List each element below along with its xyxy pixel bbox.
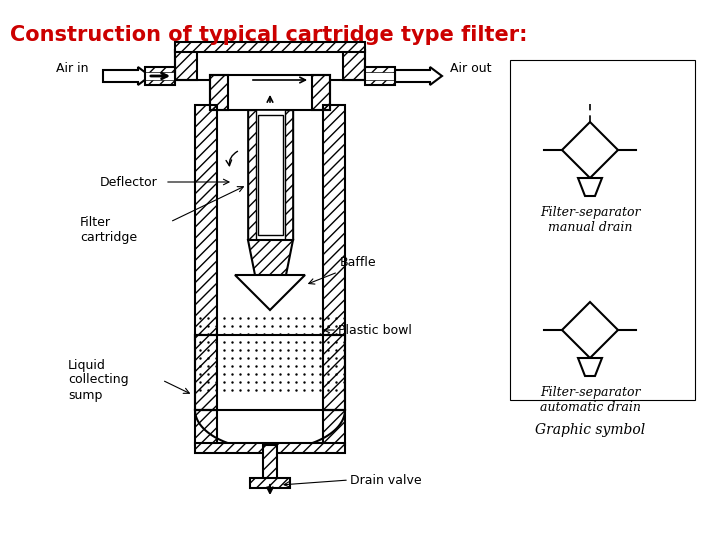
Text: Filter
cartridge: Filter cartridge bbox=[80, 216, 137, 244]
Text: Air out: Air out bbox=[450, 62, 492, 75]
Bar bbox=[145, 80, 175, 85]
FancyArrow shape bbox=[395, 67, 442, 85]
Bar bbox=[248, 110, 293, 240]
Text: Drain valve: Drain valve bbox=[350, 474, 422, 487]
Text: Construction of typical cartridge type filter:: Construction of typical cartridge type f… bbox=[10, 25, 528, 45]
Bar bbox=[195, 443, 345, 453]
Bar bbox=[323, 105, 345, 340]
Bar bbox=[258, 115, 283, 235]
Text: Liquid
collecting
sump: Liquid collecting sump bbox=[68, 359, 129, 402]
Bar bbox=[323, 410, 345, 445]
Bar bbox=[175, 50, 365, 80]
Bar bbox=[195, 335, 217, 410]
Polygon shape bbox=[578, 178, 602, 196]
Text: Baffle: Baffle bbox=[340, 255, 377, 268]
Bar bbox=[510, 60, 695, 400]
Polygon shape bbox=[235, 275, 305, 310]
Bar bbox=[210, 75, 228, 110]
Polygon shape bbox=[578, 358, 602, 376]
Polygon shape bbox=[248, 240, 293, 280]
Bar bbox=[250, 478, 290, 488]
Bar bbox=[365, 67, 395, 72]
Bar bbox=[145, 67, 175, 72]
Text: Graphic symbol: Graphic symbol bbox=[535, 423, 645, 437]
Bar bbox=[175, 50, 197, 80]
Bar bbox=[145, 67, 175, 85]
Bar bbox=[175, 42, 365, 52]
Polygon shape bbox=[562, 122, 618, 178]
Text: Deflector: Deflector bbox=[100, 176, 158, 188]
Bar bbox=[365, 67, 395, 85]
Bar bbox=[195, 105, 217, 340]
FancyArrow shape bbox=[103, 67, 150, 85]
Polygon shape bbox=[562, 302, 618, 358]
Text: Filter-separator
manual drain: Filter-separator manual drain bbox=[540, 206, 640, 234]
Bar bbox=[312, 75, 330, 110]
Bar bbox=[263, 445, 277, 480]
Bar bbox=[323, 335, 345, 410]
Text: Plastic bowl: Plastic bowl bbox=[338, 323, 412, 336]
Text: Filter-separator
automatic drain: Filter-separator automatic drain bbox=[539, 386, 640, 414]
Bar bbox=[285, 110, 293, 240]
Text: Air in: Air in bbox=[55, 62, 89, 75]
Bar bbox=[195, 335, 345, 410]
Bar bbox=[365, 80, 395, 85]
Bar bbox=[195, 410, 217, 445]
Bar bbox=[343, 50, 365, 80]
Bar bbox=[248, 110, 256, 240]
Bar bbox=[210, 75, 330, 110]
